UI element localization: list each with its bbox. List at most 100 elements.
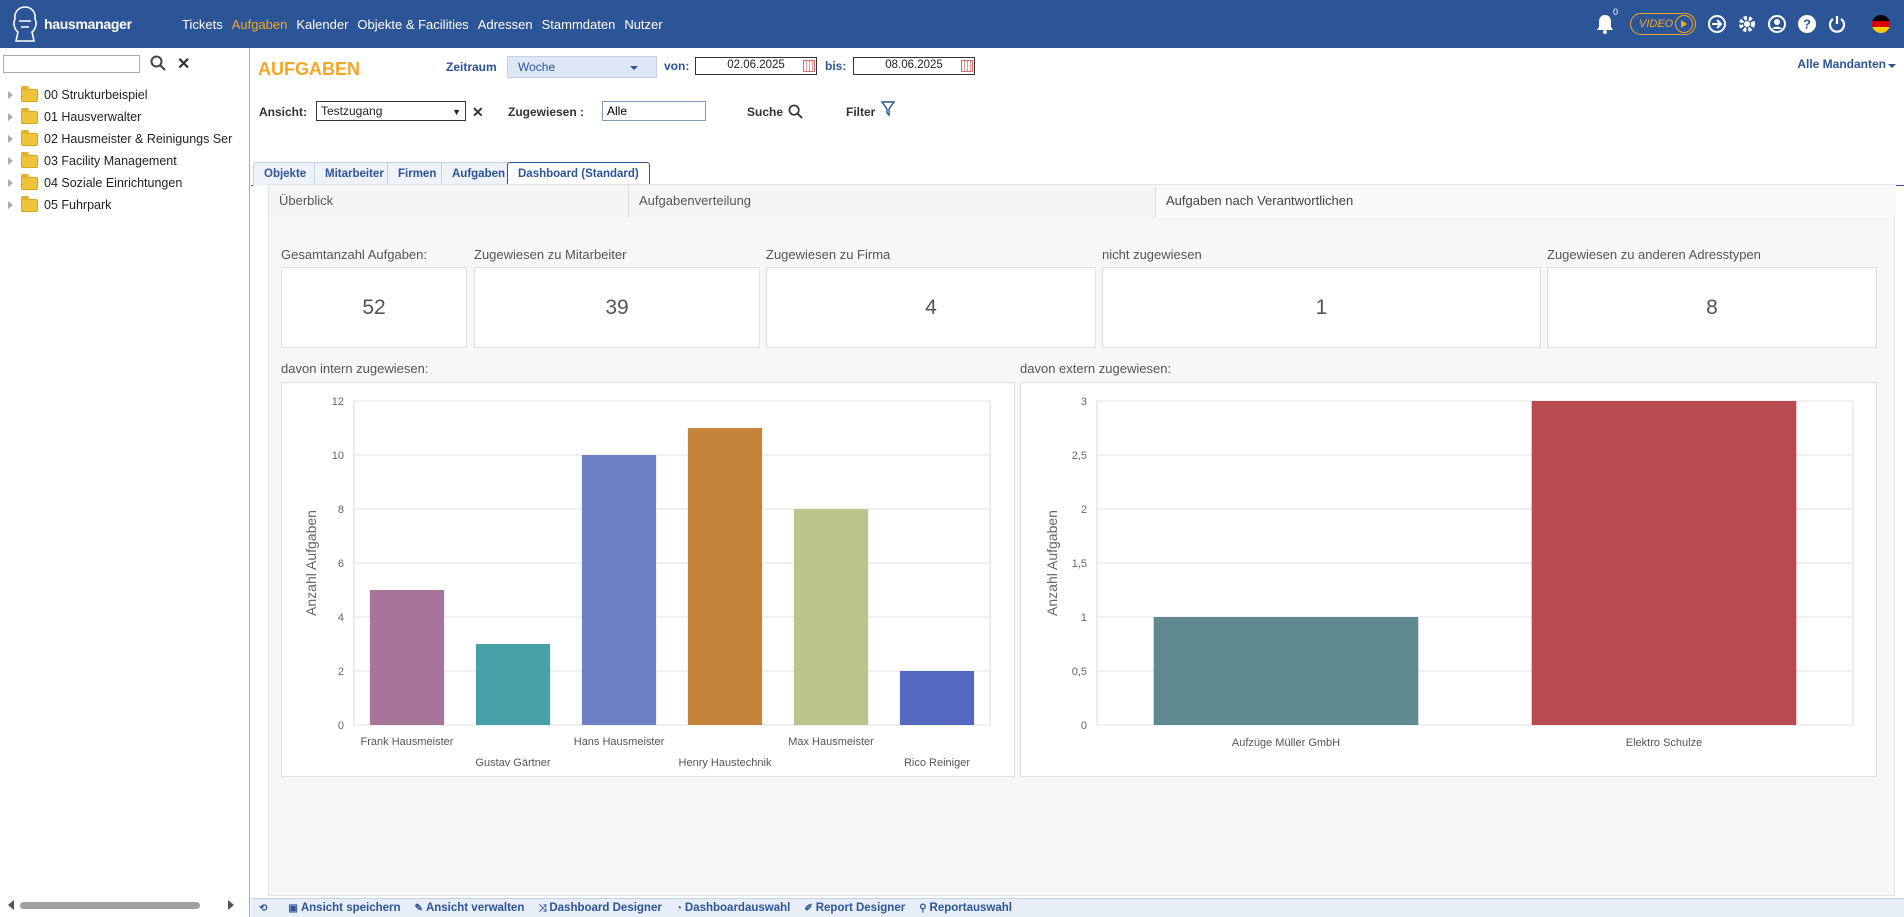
ansicht-speichern-link[interactable]: ▣ Ansicht speichern — [288, 902, 400, 914]
top-navigation-bar: hausmanager Tickets Aufgaben Kalender Ob… — [0, 0, 1904, 48]
dashboard-designer-link[interactable]: ⤨ Dashboard Designer — [538, 902, 661, 914]
tab-aufgaben[interactable]: Aufgaben — [441, 162, 517, 186]
dashboardauswahl-link[interactable]: ◔ Dashboardauswahl — [676, 902, 791, 914]
tree-item-strukturbeispiel[interactable]: 00 Strukturbeispiel — [0, 84, 248, 106]
tab-objekte[interactable]: Objekte — [253, 162, 318, 186]
clear-view-icon[interactable]: ✕ — [472, 104, 484, 120]
user-icon[interactable] — [1762, 0, 1792, 48]
folder-icon — [21, 173, 38, 190]
filter-button[interactable]: Filter — [846, 101, 896, 119]
report-icon: ✐ — [804, 902, 813, 914]
y-tick-label: 3 — [1081, 396, 1087, 408]
german-flag-icon[interactable] — [1858, 0, 1904, 48]
tree-item-hausmeister[interactable]: 02 Hausmeister & Reinigungs Ser — [0, 128, 248, 150]
expand-arrow-icon[interactable] — [8, 179, 13, 187]
nav-objekte-facilities[interactable]: Objekte & Facilities — [357, 16, 469, 32]
bell-icon[interactable]: 0 — [1590, 0, 1620, 48]
nav-tickets[interactable]: Tickets — [182, 16, 223, 32]
ansicht-select[interactable]: Testzugang ▼ — [316, 101, 466, 121]
main-nav: Tickets Aufgaben Kalender Objekte & Faci… — [182, 17, 672, 32]
nav-aufgaben[interactable]: Aufgaben — [231, 16, 288, 32]
suche-button[interactable]: Suche — [747, 104, 804, 119]
clear-search-icon[interactable]: ✕ — [177, 56, 191, 73]
power-icon[interactable] — [1822, 0, 1852, 48]
kpi-label-andere: Zugewiesen zu anderen Adresstypen — [1547, 247, 1761, 262]
dash-tab-aufgabenverteilung[interactable]: Aufgabenverteilung — [629, 185, 1156, 217]
kpi-value-andere: 8 — [1547, 267, 1877, 348]
y-tick-label: 4 — [338, 612, 344, 624]
dash-tab-ueberblick[interactable]: Überblick — [269, 185, 629, 217]
folder-icon — [21, 195, 38, 212]
y-tick-label: 0,5 — [1072, 666, 1087, 678]
reportauswahl-link[interactable]: ⚲ Reportauswahl — [919, 902, 1012, 914]
folder-icon — [21, 107, 38, 124]
search-icon[interactable] — [150, 55, 166, 76]
kpi-label-mitarbeiter: Zugewiesen zu Mitarbeiter — [474, 247, 627, 262]
tree-item-hausverwalter[interactable]: 01 Hausverwalter — [0, 106, 248, 128]
folder-icon — [21, 129, 38, 146]
horizontal-scrollbar[interactable] — [8, 900, 234, 910]
report-designer-link[interactable]: ✐ Report Designer — [804, 902, 905, 914]
ansicht-verwalten-link[interactable]: ✎ Ansicht verwalten — [415, 902, 525, 914]
y-tick-label: 1,5 — [1072, 558, 1087, 570]
x-tick-label: Rico Reiniger — [904, 757, 970, 769]
expand-arrow-icon[interactable] — [8, 91, 13, 99]
nav-stammdaten[interactable]: Stammdaten — [541, 16, 616, 32]
kpi-label-nicht-zugewiesen: nicht zugewiesen — [1102, 247, 1202, 262]
notification-count: 0 — [1612, 7, 1618, 17]
expand-arrow-icon[interactable] — [8, 201, 13, 209]
object-tree: 00 Strukturbeispiel 01 Hausverwalter 02 … — [0, 84, 248, 216]
ansicht-value: Testzugang — [321, 104, 383, 118]
report-designer-label: Report Designer — [815, 902, 906, 914]
tab-mitarbeiter[interactable]: Mitarbeiter — [314, 162, 395, 186]
von-date-input[interactable]: 02.06.2025 — [695, 57, 817, 75]
folder-icon — [21, 151, 38, 168]
gear-icon[interactable] — [1732, 0, 1762, 48]
tree-item-label: 00 Strukturbeispiel — [44, 88, 148, 102]
x-tick-label: Aufzüge Müller GmbH — [1232, 737, 1340, 749]
y-tick-label: 8 — [338, 504, 344, 516]
von-date-value: 02.06.2025 — [727, 59, 785, 71]
folder-icon — [21, 85, 38, 102]
bis-date-input[interactable]: 08.06.2025 — [853, 57, 975, 75]
logo[interactable]: hausmanager — [0, 0, 178, 48]
mandanten-select[interactable]: Alle Mandanten — [1797, 57, 1886, 71]
refresh-icon[interactable]: ⟲ — [259, 902, 268, 914]
scroll-left-icon[interactable] — [8, 900, 14, 910]
kpi-label-firma: Zugewiesen zu Firma — [766, 247, 891, 262]
login-icon[interactable] — [1702, 0, 1732, 48]
tab-dashboard-standard[interactable]: Dashboard (Standard) — [507, 162, 650, 187]
tree-item-label: 05 Fuhrpark — [44, 198, 112, 212]
dash-tab-verantwortliche[interactable]: Aufgaben nach Verantwortlichen — [1156, 185, 1896, 217]
y-axis-label: Anzahl Aufgaben — [303, 510, 319, 616]
kpi-value-nicht-zugewiesen: 1 — [1102, 267, 1541, 348]
zugewiesen-input[interactable] — [602, 101, 706, 121]
tree-item-facility-management[interactable]: 03 Facility Management — [0, 150, 248, 172]
video-button[interactable]: VIDEO — [1630, 13, 1696, 35]
kpi-label-gesamt: Gesamtanzahl Aufgaben: — [281, 247, 427, 262]
main-content: AUFGABEN Zeitraum Woche von: 02.06.2025 … — [251, 48, 1904, 917]
tree-item-soziale-einrichtungen[interactable]: 04 Soziale Einrichtungen — [0, 172, 248, 194]
intern-chart-container: 0 2 4 6 8 10 12 Anzahl Aufgaben Frank Hausmeiste… — [281, 382, 1015, 777]
expand-arrow-icon[interactable] — [8, 157, 13, 165]
zeitraum-select[interactable]: Woche — [507, 56, 657, 78]
top-icons: 0 VIDEO ? — [1590, 0, 1904, 48]
nav-nutzer[interactable]: Nutzer — [624, 16, 663, 32]
tree-item-fuhrpark[interactable]: 05 Fuhrpark — [0, 194, 248, 216]
expand-arrow-icon[interactable] — [8, 135, 13, 143]
x-tick-label: Hans Hausmeister — [574, 736, 665, 748]
nav-adressen[interactable]: Adressen — [477, 16, 533, 32]
calendar-icon[interactable] — [803, 60, 815, 72]
nav-kalender[interactable]: Kalender — [296, 16, 349, 32]
sidebar: ✕ 00 Strukturbeispiel 01 Hausverwalter 0… — [0, 48, 250, 917]
tab-firmen[interactable]: Firmen — [387, 162, 448, 186]
help-icon[interactable]: ? — [1792, 0, 1822, 48]
scroll-right-icon[interactable] — [228, 900, 234, 910]
footer-toolbar: ⟲ ▣ Ansicht speichern ✎ Ansicht verwalten … — [251, 898, 1904, 917]
sidebar-search-input[interactable] — [3, 55, 140, 73]
calendar-icon[interactable] — [961, 60, 973, 72]
extern-bar-chart: 0 0,5 1 1,5 2 2,5 3 Anzahl Aufgaben Aufzüge Müll… — [1044, 396, 1854, 749]
expand-arrow-icon[interactable] — [8, 113, 13, 121]
scroll-thumb[interactable] — [20, 902, 200, 909]
page-title: AUFGABEN — [258, 59, 360, 79]
